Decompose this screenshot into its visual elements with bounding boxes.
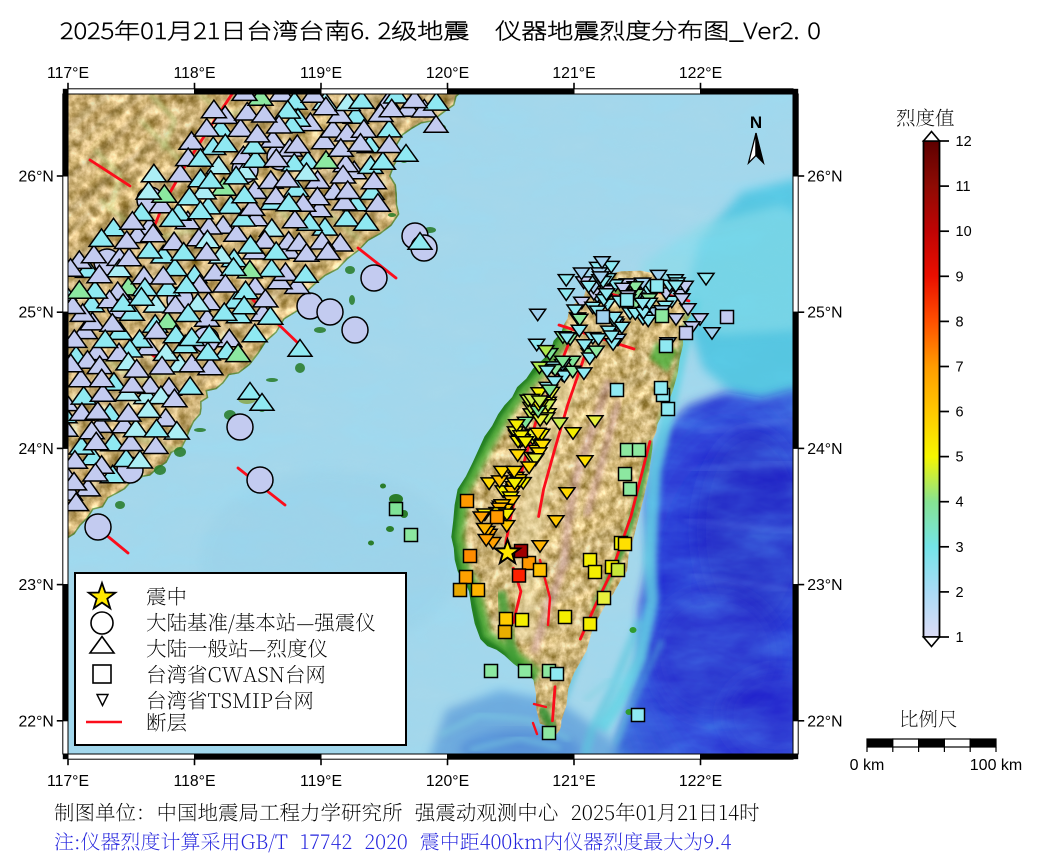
svg-text:118°E: 118°E [173, 773, 215, 790]
svg-text:24°N: 24°N [807, 441, 842, 458]
svg-text:119°E: 119°E [300, 773, 342, 790]
svg-text:25°N: 25°N [807, 305, 842, 322]
svg-text:11: 11 [956, 179, 971, 195]
svg-text:26°N: 26°N [19, 169, 54, 186]
svg-text:3: 3 [956, 540, 964, 556]
svg-text:118°E: 118°E [173, 65, 215, 82]
svg-text:22°N: 22°N [807, 713, 842, 730]
svg-text:23°N: 23°N [807, 577, 842, 594]
svg-text:121°E: 121°E [552, 65, 595, 82]
svg-text:23°N: 23°N [19, 577, 54, 594]
svg-text:100 km: 100 km [970, 757, 1022, 774]
svg-text:6: 6 [956, 405, 964, 421]
svg-text:5: 5 [956, 450, 964, 466]
svg-text:24°N: 24°N [19, 441, 54, 458]
svg-text:22°N: 22°N [19, 713, 54, 730]
svg-text:1: 1 [956, 630, 964, 646]
svg-text:9: 9 [956, 269, 964, 285]
svg-text:0 km: 0 km [850, 757, 885, 774]
svg-text:120°E: 120°E [426, 773, 469, 790]
svg-text:N: N [750, 113, 762, 132]
svg-text:25°N: 25°N [19, 305, 54, 322]
svg-text:2: 2 [956, 585, 964, 601]
svg-text:117°E: 117°E [47, 65, 89, 82]
svg-text:122°E: 122°E [679, 65, 722, 82]
svg-text:26°N: 26°N [807, 169, 842, 186]
svg-text:8: 8 [956, 314, 964, 330]
svg-text:117°E: 117°E [47, 773, 89, 790]
svg-text:120°E: 120°E [426, 65, 469, 82]
svg-text:121°E: 121°E [552, 773, 595, 790]
svg-text:122°E: 122°E [679, 773, 722, 790]
svg-text:4: 4 [956, 495, 964, 511]
svg-text:119°E: 119°E [300, 65, 342, 82]
svg-text:7: 7 [956, 360, 964, 376]
svg-text:12: 12 [956, 134, 972, 150]
svg-text:10: 10 [956, 224, 972, 240]
